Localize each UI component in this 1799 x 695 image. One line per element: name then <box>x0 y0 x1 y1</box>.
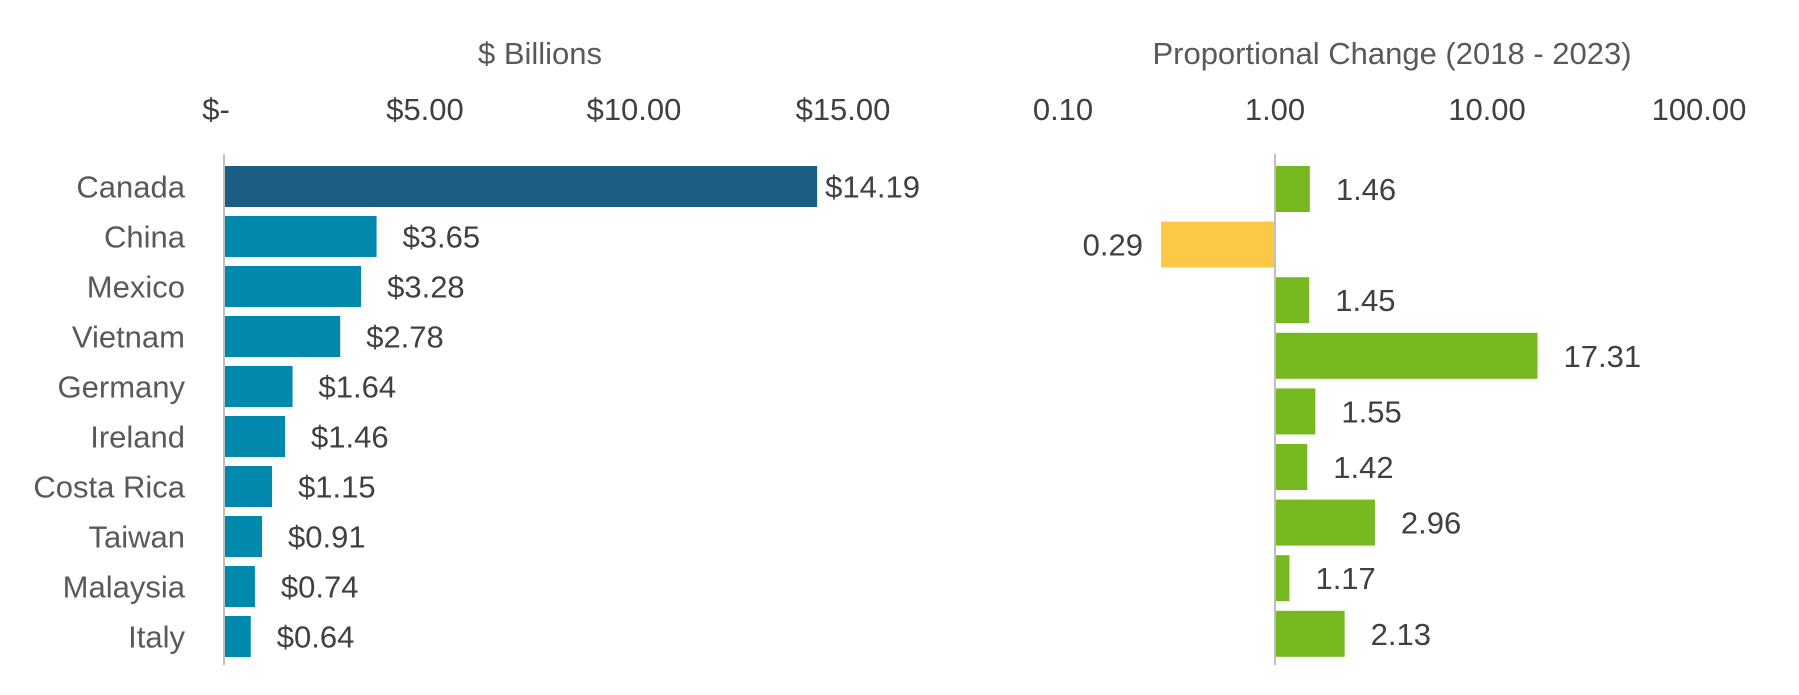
change-data-label: 17.31 <box>1564 339 1642 374</box>
left-tick-label: $- <box>202 92 230 127</box>
left-tick-label: $15.00 <box>796 92 891 127</box>
category-label: Ireland <box>90 420 185 455</box>
right-tick-label: 1.00 <box>1245 92 1305 127</box>
increase-bar <box>1275 166 1310 212</box>
right-tick-labels: 0.10 1.00 10.00 100.00 <box>1033 92 1747 127</box>
right-axis-title: Proportional Change (2018 - 2023) <box>1152 36 1631 71</box>
increase-bar <box>1275 388 1316 435</box>
category-label: Costa Rica <box>33 470 185 505</box>
change-data-label: 1.55 <box>1341 394 1401 429</box>
right-tick-label: 100.00 <box>1652 92 1747 127</box>
value-data-label: $0.91 <box>288 520 366 555</box>
right-tick-label: 0.10 <box>1033 92 1093 127</box>
right-tick-label: 10.00 <box>1448 92 1526 127</box>
value-bar <box>224 266 362 307</box>
import-value-chart: $ Billions $- $5.00 $10.00 $15.00 Canada Chi… <box>33 36 920 665</box>
value-data-label: $14.19 <box>825 170 920 205</box>
left-tick-labels: $- $5.00 $10.00 $15.00 <box>202 92 890 127</box>
right-data-labels: 1.46 0.29 1.45 17.31 1.55 1.422.96 1.17 2.13 <box>1083 172 1641 652</box>
category-label: China <box>104 220 186 255</box>
value-bar <box>224 616 251 657</box>
value-bar <box>224 466 273 507</box>
value-data-label: $3.28 <box>387 270 465 305</box>
value-bar <box>224 316 341 357</box>
value-data-label: $1.64 <box>319 370 397 405</box>
change-data-label: 1.46 <box>1336 172 1396 207</box>
value-data-label: $0.74 <box>281 570 359 605</box>
left-axis-title: $ Billions <box>478 36 602 71</box>
value-bar <box>224 516 263 557</box>
category-label: Germany <box>58 370 186 405</box>
left-data-labels: $14.19 $3.65 $3.28 $2.78 $1.64 $1.46 $1.15 $0.9… <box>277 170 920 655</box>
category-label: Mexico <box>87 270 185 305</box>
increase-bar <box>1275 499 1375 546</box>
value-bar <box>224 166 818 207</box>
increase-bar <box>1275 277 1310 324</box>
category-labels: Canada China Mexico Vietnam Germany Ireland Co… <box>33 170 185 655</box>
right-bars <box>1161 166 1538 657</box>
category-label: Malaysia <box>63 570 186 605</box>
left-bars <box>224 166 818 657</box>
value-bar <box>224 216 377 257</box>
increase-bar <box>1275 610 1345 657</box>
category-label: Taiwan <box>89 520 186 555</box>
change-data-label: 0.29 <box>1083 228 1143 263</box>
value-bar <box>224 566 255 607</box>
decrease-bar <box>1161 221 1275 268</box>
left-tick-label: $10.00 <box>587 92 682 127</box>
change-data-label: 1.17 <box>1315 561 1375 596</box>
increase-bar <box>1275 332 1538 379</box>
left-tick-label: $5.00 <box>386 92 464 127</box>
value-data-label: $2.78 <box>366 320 444 355</box>
increase-bar <box>1275 444 1308 490</box>
proportional-change-chart: Proportional Change (2018 - 2023) 0.10 1.… <box>1033 36 1747 665</box>
change-data-label: 2.96 <box>1401 506 1461 541</box>
change-data-label: 2.13 <box>1371 617 1431 652</box>
value-bar <box>224 366 293 407</box>
value-data-label: $0.64 <box>277 620 355 655</box>
value-bar <box>224 416 286 457</box>
value-data-label: $1.15 <box>298 470 376 505</box>
category-label: Italy <box>128 620 185 655</box>
category-label: Vietnam <box>72 320 185 355</box>
category-label: Canada <box>76 170 185 205</box>
change-data-label: 1.45 <box>1335 283 1395 318</box>
change-data-label: 1.42 <box>1333 450 1393 485</box>
value-data-label: $1.46 <box>311 420 389 455</box>
increase-bar <box>1275 555 1290 602</box>
value-data-label: $3.65 <box>403 220 481 255</box>
